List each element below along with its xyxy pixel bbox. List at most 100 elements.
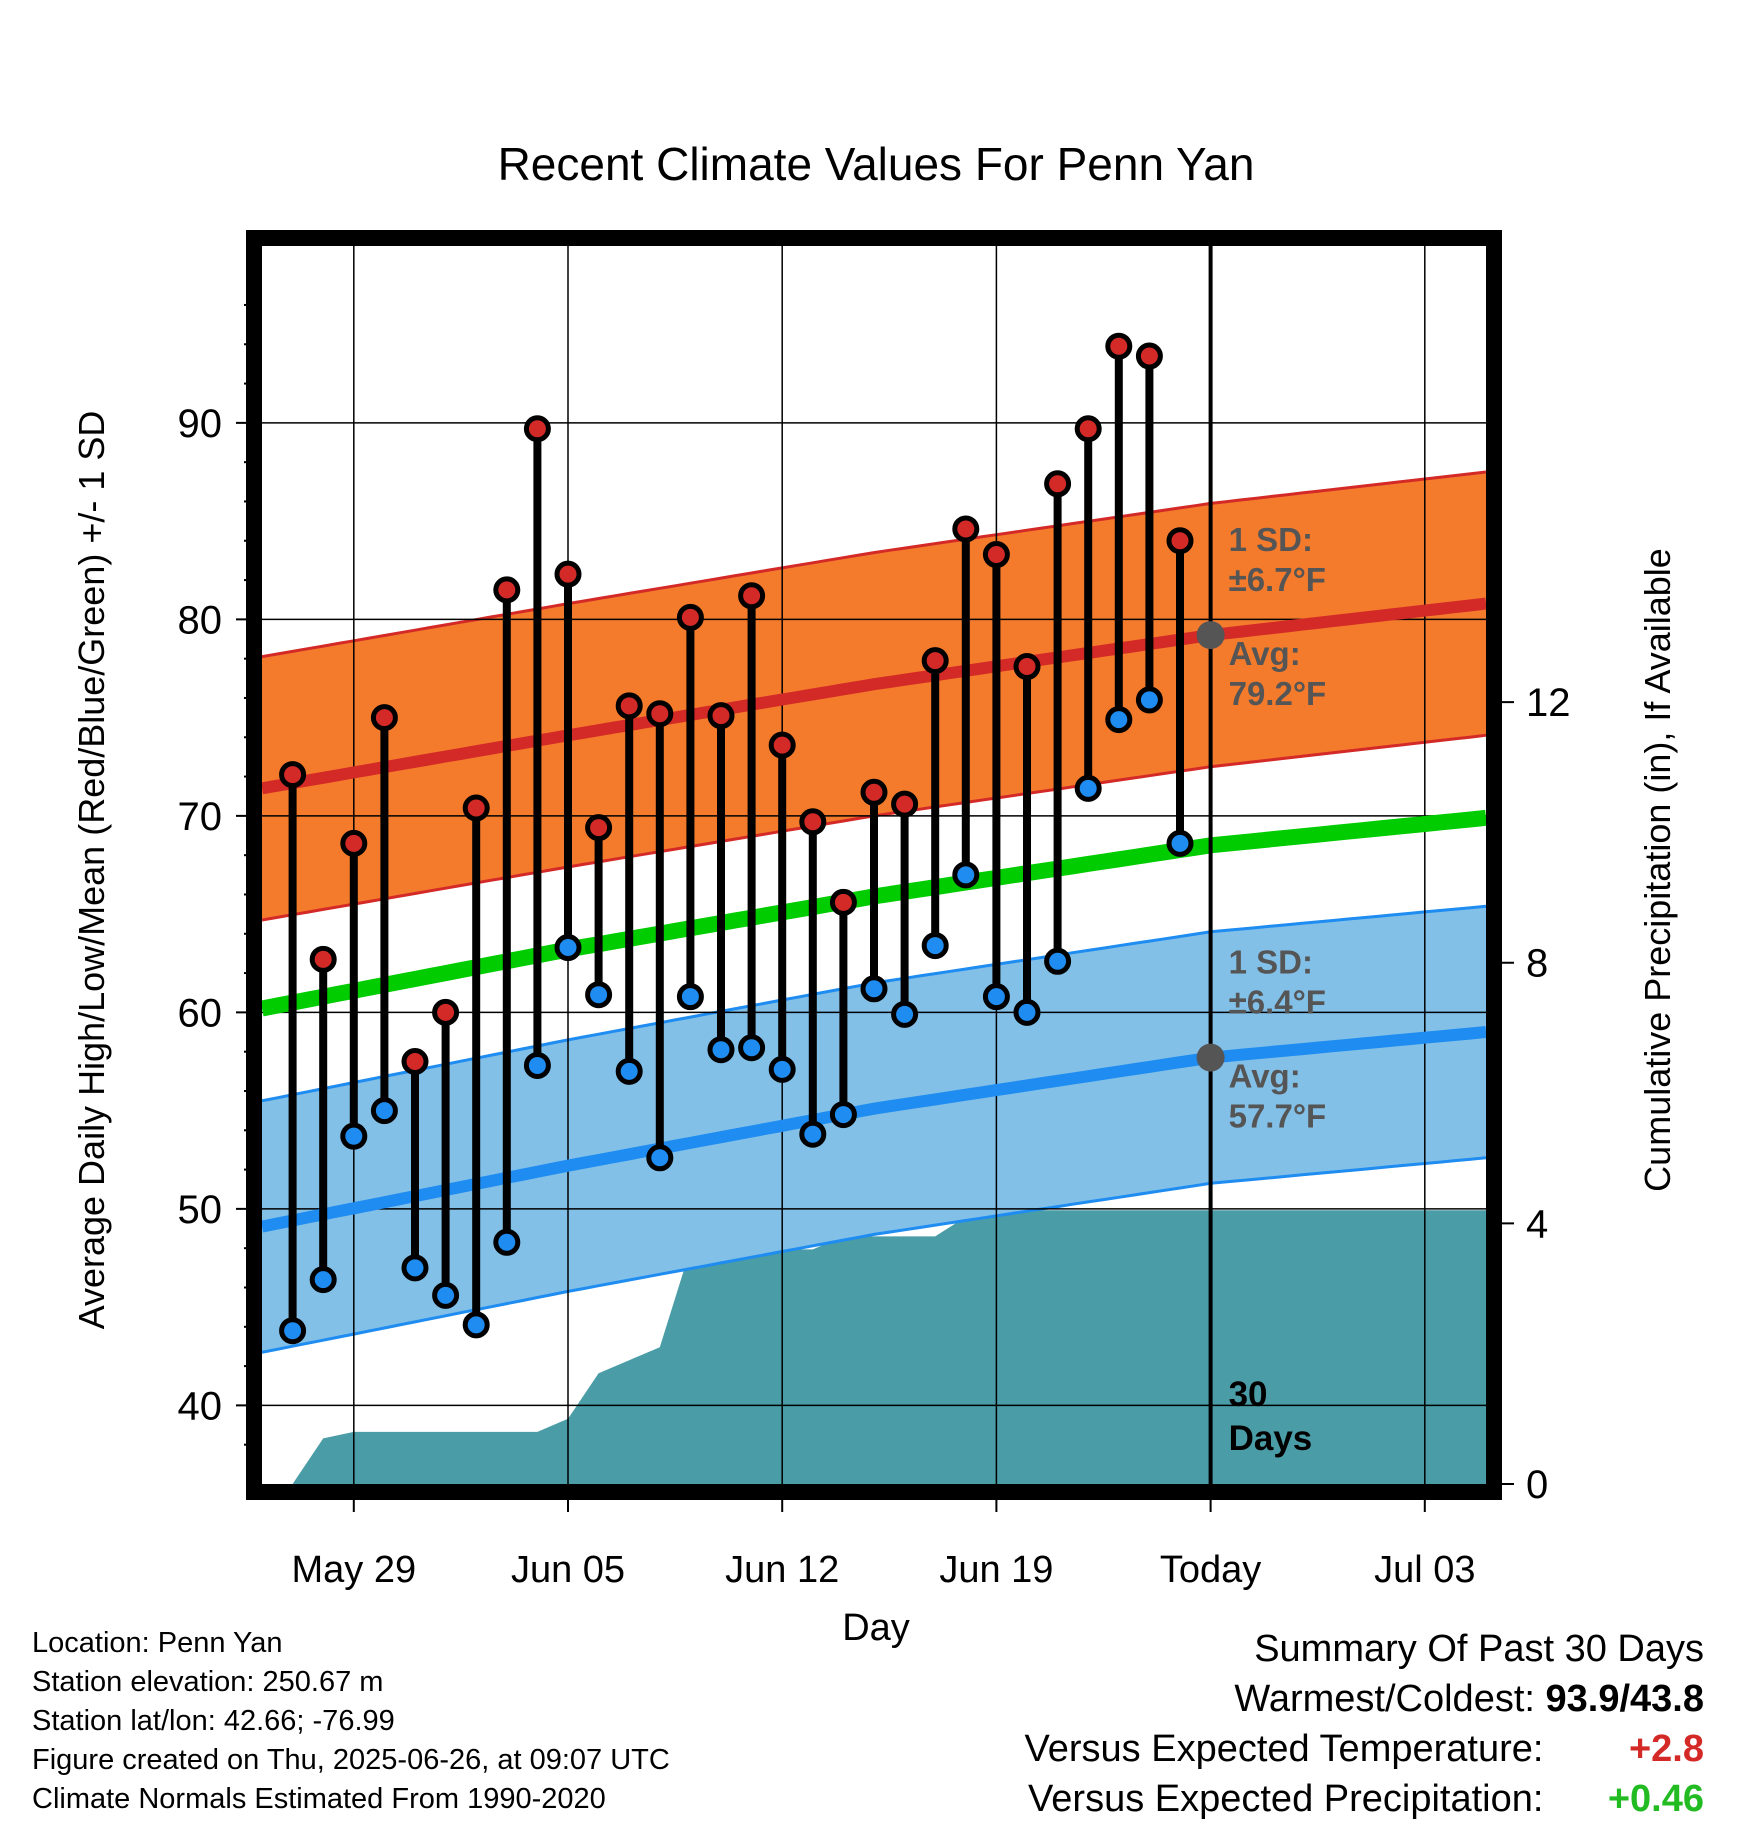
x-tick-label: Today [1160,1549,1261,1591]
high-sd-value: ±6.7°F [1229,561,1326,598]
daily-high-point [768,731,796,759]
daily-low-point [982,983,1010,1011]
y-tick-label-right: 8 [1526,942,1548,986]
daily-low-point [493,1228,521,1256]
y-tick-label-left: 70 [178,795,223,839]
y-tick-label-left: 90 [178,402,223,446]
daily-low-point [1166,829,1194,857]
daily-high-point [799,808,827,836]
daily-high-point [921,647,949,675]
daily-high-point [309,945,337,973]
daily-low-point [370,1097,398,1125]
x-tick-label: Jun 19 [939,1549,1053,1591]
daily-high-point [1166,527,1194,555]
low-sd-lower [262,1156,1486,1354]
x-axis-label: Day [842,1607,910,1649]
daily-low-point [401,1254,429,1282]
normal-low-line [262,1026,1486,1233]
summary-heading: Summary Of Past 30 Days [1254,1628,1704,1670]
daily-high-point [340,829,368,857]
station-info: Location: Penn Yan Station elevation: 25… [32,1624,670,1819]
high-sd-upper [262,470,1486,659]
y-axis-label-right: Cumulative Precipitation (in), If Availa… [1637,548,1678,1192]
summary-warmest-row: Warmest/Coldest: 93.9/43.8 [1025,1674,1704,1724]
daily-high-point [401,1048,429,1076]
summary-temp-value: +2.8 [1628,1728,1704,1770]
daily-low-point [891,1000,919,1028]
chart-title: Recent Climate Values For Penn Yan [498,138,1255,190]
summary-temp-label: Versus Expected Temperature: [1024,1728,1544,1770]
daily-high-point [1135,342,1163,370]
y-tick-label-right: 12 [1526,681,1571,725]
daily-high-point [585,814,613,842]
daily-low-point [676,983,704,1011]
days-count: 30 [1229,1375,1268,1414]
daily-high-point [370,704,398,732]
daily-low-point [554,934,582,962]
daily-high-point [615,692,643,720]
daily-low-point [829,1101,857,1129]
daily-low-point [1135,686,1163,714]
normal-high-line [262,597,1486,795]
x-tick-label: Jun 05 [511,1549,625,1591]
daily-high-point [738,582,766,610]
plot-clipped [262,246,1486,1484]
daily-high-point [829,888,857,916]
avg-low-marker [1196,1043,1225,1072]
x-tick-label: Jul 03 [1374,1549,1475,1591]
high-avg-value: 79.2°F [1229,675,1327,712]
low-sd-label: 1 SD: [1229,944,1313,981]
summary-precip-label: Versus Expected Precipitation: [1028,1778,1544,1820]
daily-low-point [462,1311,490,1339]
summary-temp-row: Versus Expected Temperature: +2.8 [1025,1724,1704,1774]
daily-low-point [279,1317,307,1345]
summary-warmest-label: Warmest/Coldest: [1234,1678,1535,1720]
precip-area [292,1210,1486,1484]
daily-low-point [615,1057,643,1085]
low-avg-value: 57.7°F [1229,1098,1327,1135]
y-tick-label-right: 4 [1526,1202,1548,1246]
avg-high-marker [1196,621,1225,650]
daily-low-point [646,1144,674,1172]
plot-area [262,246,1486,1484]
days-label: Days [1229,1419,1313,1458]
summary-precip-value: +0.46 [1607,1778,1704,1820]
daily-high-point [554,560,582,588]
daily-low-point [921,932,949,960]
info-location: Location: Penn Yan [32,1627,283,1659]
summary-warmest-value: 93.9/43.8 [1545,1678,1704,1720]
daily-high-point [707,702,735,730]
y-tick-label-left: 80 [178,598,223,642]
info-normals: Climate Normals Estimated From 1990-2020 [32,1783,606,1815]
daily-low-point [952,861,980,889]
summary-precip-row: Versus Expected Precipitation: +0.46 [1025,1774,1704,1824]
daily-low-point [1013,998,1041,1026]
daily-high-point [462,794,490,822]
daily-high-point [523,415,551,443]
x-tick-label: Jun 12 [725,1549,839,1591]
summary-panel: Summary Of Past 30 Days Warmest/Coldest:… [1025,1624,1704,1824]
daily-low-point [860,975,888,1003]
y-tick-label-left: 50 [178,1188,223,1232]
high-sd-label: 1 SD: [1229,521,1313,558]
x-tick-label: May 29 [291,1549,416,1591]
daily-high-point [676,603,704,631]
low-avg-label: Avg: [1229,1058,1301,1095]
low-sd-value: ±6.4°F [1229,984,1326,1021]
y-axis-label-left: Average Daily High/Low/Mean (Red/Blue/Gr… [71,411,112,1330]
daily-high-point [1105,332,1133,360]
high-avg-label: Avg: [1229,635,1301,672]
daily-low-point [432,1281,460,1309]
daily-high-point [860,778,888,806]
daily-high-point [646,700,674,728]
daily-high-point [493,576,521,604]
daily-high-point [1013,653,1041,681]
daily-low-point [1074,774,1102,802]
daily-low-point [707,1036,735,1064]
daily-high-point [982,541,1010,569]
daily-high-point [279,761,307,789]
daily-low-point [738,1034,766,1062]
y-tick-label-left: 60 [178,991,223,1035]
